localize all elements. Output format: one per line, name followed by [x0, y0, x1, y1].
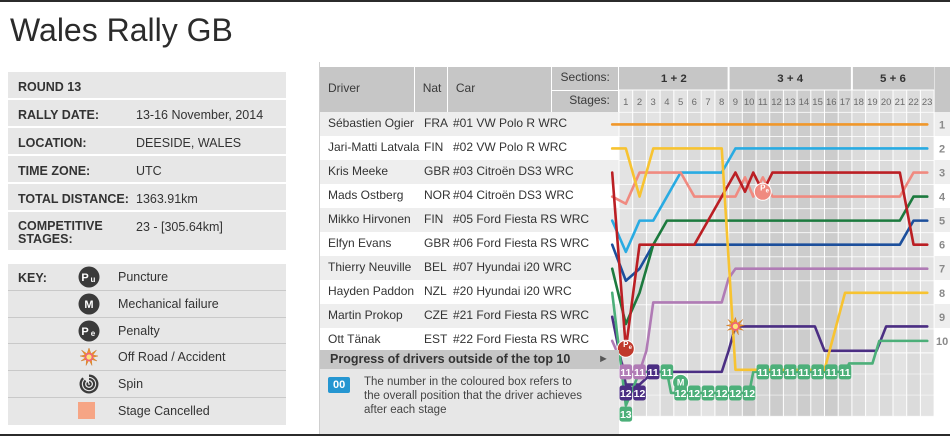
svg-text:u: u — [91, 275, 96, 284]
svg-text:e: e — [91, 329, 96, 338]
svg-text:12: 12 — [771, 97, 782, 108]
svg-text:17: 17 — [840, 97, 851, 108]
svg-text:15: 15 — [812, 97, 823, 108]
svg-text:6: 6 — [692, 97, 697, 108]
svg-text:11: 11 — [812, 368, 823, 379]
svg-text:M: M — [84, 299, 93, 311]
svg-text:P: P — [81, 326, 88, 338]
svg-text:11: 11 — [785, 368, 796, 379]
svg-text:12: 12 — [675, 389, 687, 400]
svg-text:7: 7 — [939, 264, 945, 276]
svg-text:22: 22 — [908, 97, 919, 108]
svg-text:12: 12 — [702, 389, 714, 400]
svg-text:14: 14 — [799, 97, 810, 108]
svg-text:9: 9 — [939, 312, 945, 324]
svg-text:13: 13 — [620, 410, 632, 421]
svg-text:20: 20 — [881, 97, 892, 108]
svg-text:11: 11 — [798, 368, 809, 379]
svg-text:21: 21 — [895, 97, 906, 108]
svg-text:10: 10 — [936, 336, 948, 348]
svg-text:16: 16 — [826, 97, 837, 108]
svg-text:3: 3 — [939, 167, 945, 179]
svg-text:11: 11 — [771, 368, 782, 379]
svg-text:P: P — [81, 272, 88, 284]
svg-text:18: 18 — [853, 97, 864, 108]
svg-text:11: 11 — [826, 368, 837, 379]
svg-text:2: 2 — [637, 97, 642, 108]
svg-text:12: 12 — [620, 389, 632, 400]
svg-text:8: 8 — [939, 288, 945, 300]
svg-text:7: 7 — [705, 97, 710, 108]
svg-text:5: 5 — [678, 97, 683, 108]
svg-text:19: 19 — [867, 97, 878, 108]
svg-text:12: 12 — [729, 389, 741, 400]
svg-text:4: 4 — [664, 97, 669, 108]
svg-text:23: 23 — [922, 97, 933, 108]
svg-text:2: 2 — [939, 143, 945, 155]
svg-text:9: 9 — [733, 97, 738, 108]
svg-text:8: 8 — [719, 97, 724, 108]
svg-text:1: 1 — [939, 119, 945, 131]
svg-text:11: 11 — [620, 368, 631, 379]
svg-text:12: 12 — [634, 389, 646, 400]
svg-text:3 + 4: 3 + 4 — [777, 73, 803, 85]
svg-text:1 + 2: 1 + 2 — [661, 73, 687, 85]
svg-text:5 + 6: 5 + 6 — [880, 73, 906, 85]
svg-text:6: 6 — [939, 240, 945, 252]
svg-text:11: 11 — [648, 368, 659, 379]
svg-text:11: 11 — [758, 97, 768, 108]
svg-text:12: 12 — [716, 389, 728, 400]
svg-text:12: 12 — [743, 389, 755, 400]
svg-text:13: 13 — [785, 97, 796, 108]
svg-text:4: 4 — [939, 192, 946, 204]
svg-text:3: 3 — [650, 97, 655, 108]
svg-text:1: 1 — [623, 97, 628, 108]
svg-text:10: 10 — [744, 97, 755, 108]
svg-text:11: 11 — [757, 368, 768, 379]
svg-text:11: 11 — [661, 368, 672, 379]
svg-text:11: 11 — [839, 368, 850, 379]
svg-text:5: 5 — [939, 216, 945, 228]
svg-text:11: 11 — [634, 368, 645, 379]
svg-text:12: 12 — [688, 389, 700, 400]
